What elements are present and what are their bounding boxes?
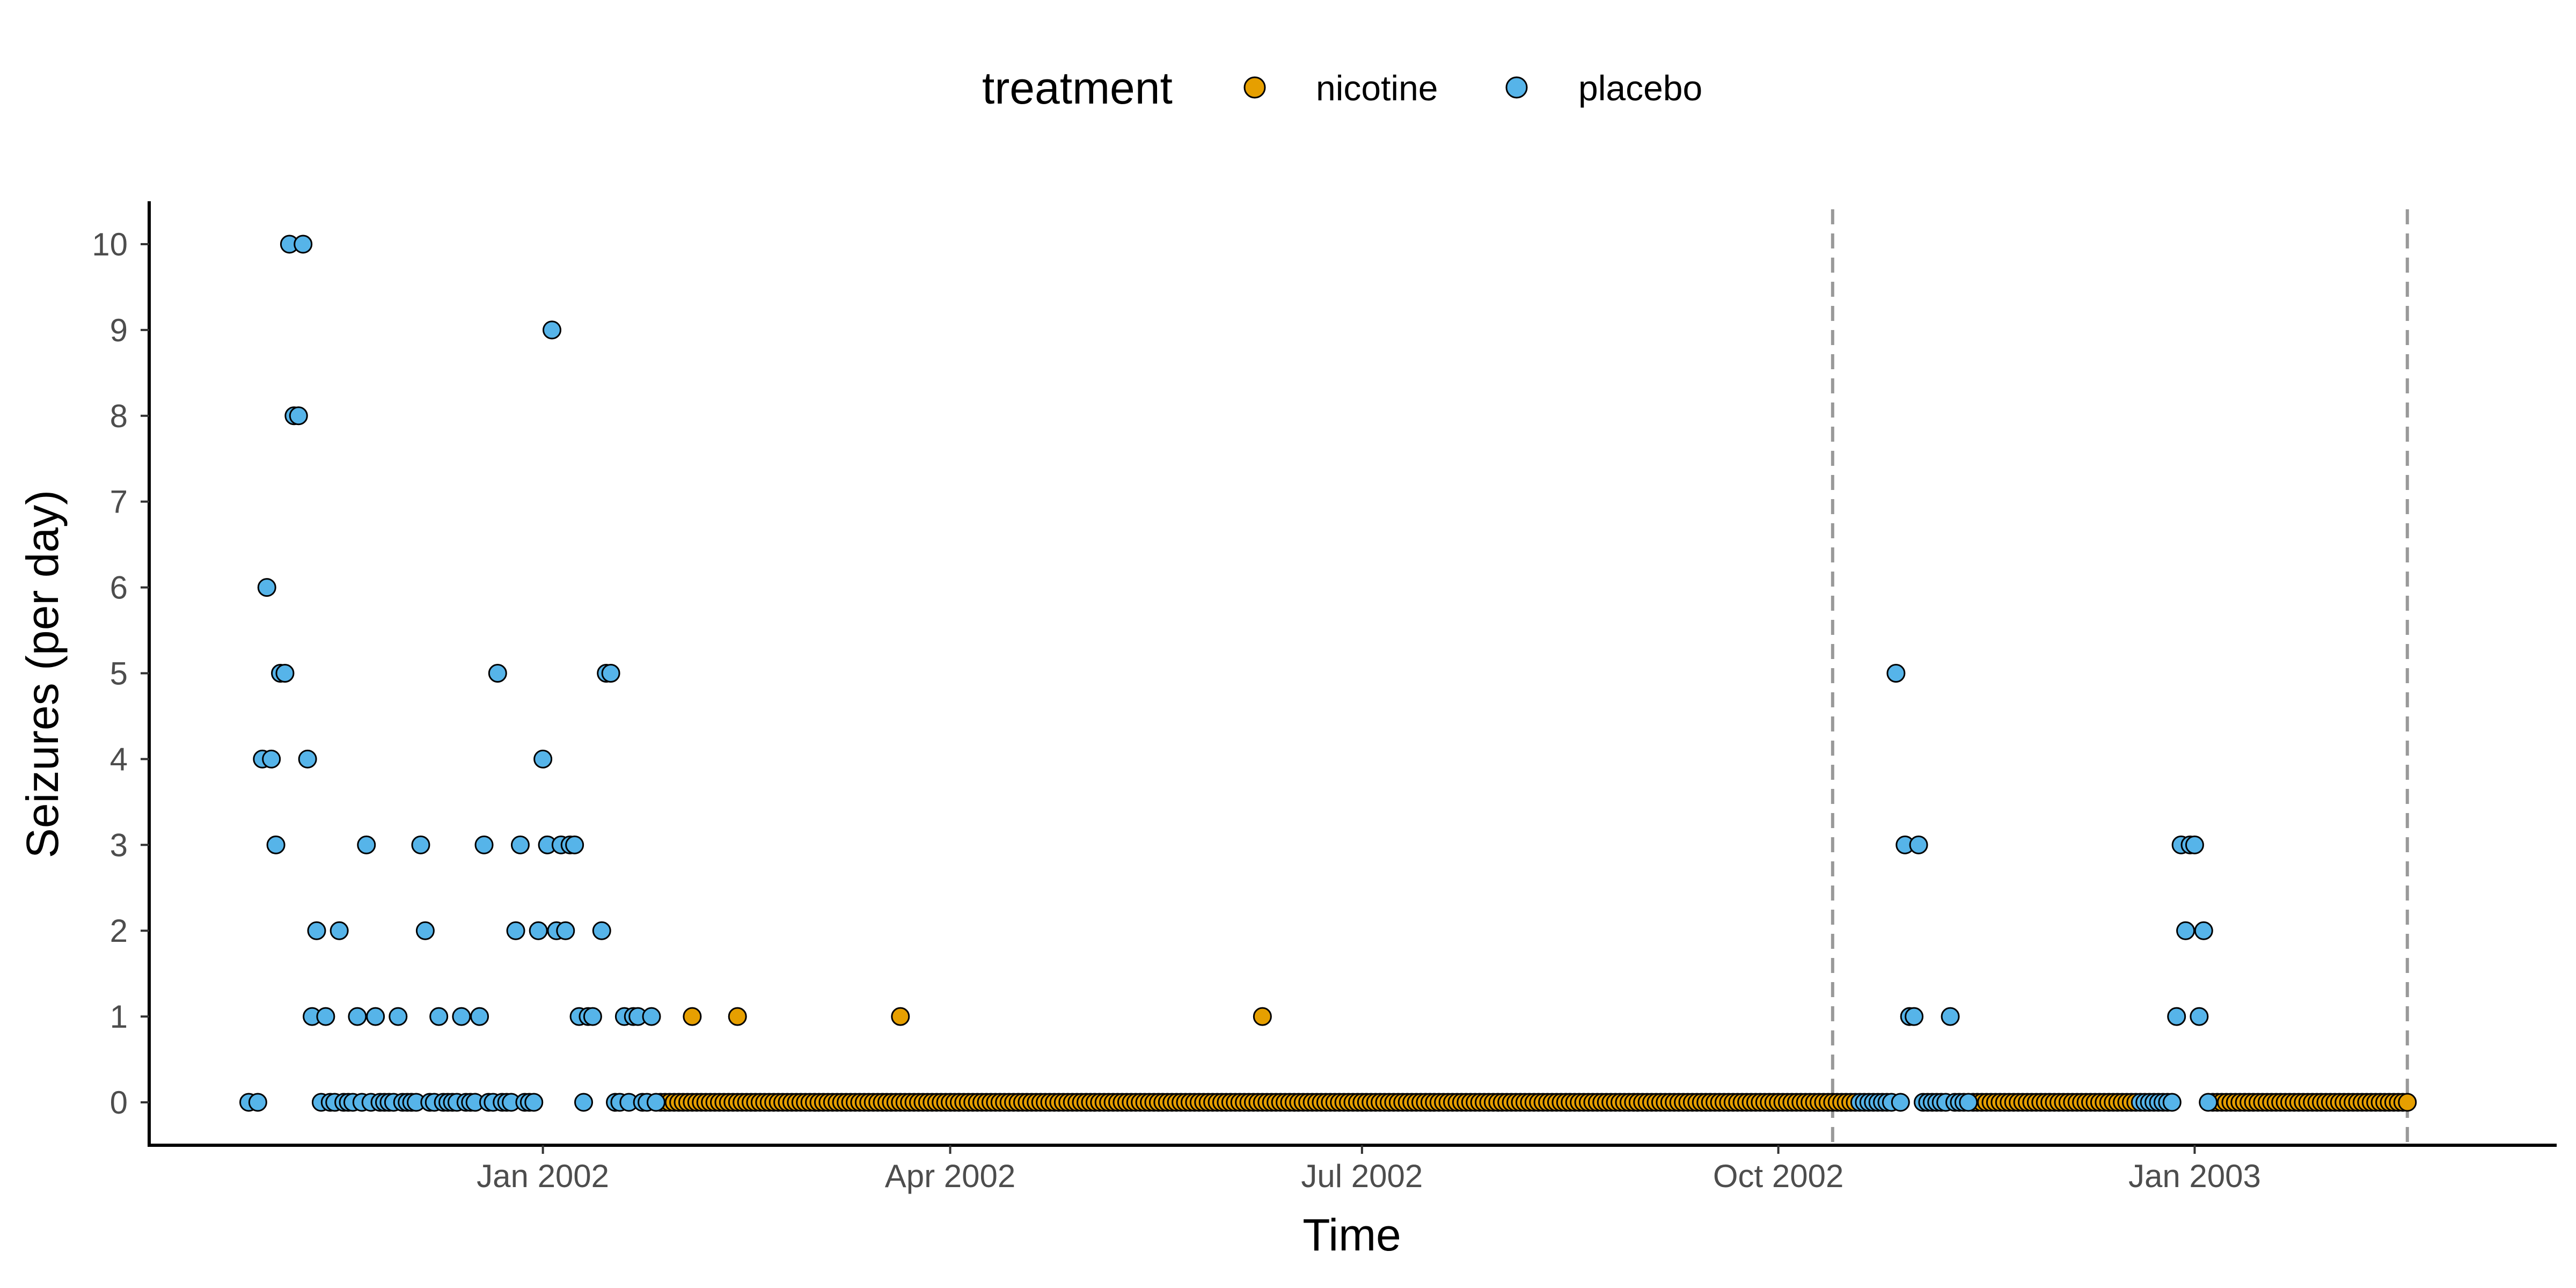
data-point-nicotine (728, 1007, 747, 1026)
plot-area: 0 1 2 3 4 5 6 7 8 9 10 Jan 2002 Apr 2002 Jul 2002 Oct… (92, 201, 2557, 1194)
data-point-placebo (2199, 1093, 2218, 1112)
data-point-placebo (1886, 664, 1906, 683)
data-point-placebo (307, 921, 326, 940)
data-point-placebo (316, 1007, 335, 1026)
data-point-placebo (2176, 921, 2196, 940)
data-point-placebo (510, 835, 530, 854)
data-point-placebo (642, 1007, 661, 1026)
data-point-placebo (357, 835, 376, 854)
data-point-placebo (262, 749, 281, 769)
data-point-nicotine (2398, 1093, 2417, 1112)
data-point-placebo (289, 406, 308, 426)
data-point-placebo (257, 578, 276, 597)
data-point-placebo (1941, 1007, 1960, 1026)
x-tick-label: Jan 2003 (2128, 1158, 2261, 1194)
y-tick-label: 7 (110, 484, 128, 520)
y-tick-label: 10 (92, 226, 128, 262)
data-point-placebo (348, 1007, 367, 1026)
data-point-placebo (524, 1093, 544, 1112)
data-point-placebo (646, 1093, 665, 1112)
data-point-placebo (2194, 921, 2213, 940)
legend-swatch-nicotine (1243, 76, 1266, 99)
y-tick-label: 2 (110, 913, 128, 949)
data-point-placebo (583, 1007, 602, 1026)
data-point-placebo (529, 921, 548, 940)
data-point-placebo (1891, 1093, 1910, 1112)
data-point-placebo (2185, 835, 2204, 854)
y-tick-label: 0 (110, 1085, 128, 1121)
x-tick-label: Apr 2002 (885, 1158, 1016, 1194)
y-axis-ticks: 0 1 2 3 4 5 6 7 8 9 10 (92, 226, 149, 1121)
data-point-placebo (389, 1007, 408, 1026)
legend: treatment nicotine placebo (982, 63, 1702, 113)
data-point-nicotine (1253, 1007, 1272, 1026)
data-point-placebo (411, 835, 430, 854)
y-tick-label: 5 (110, 656, 128, 692)
data-point-placebo (474, 835, 494, 854)
data-point-placebo (366, 1007, 385, 1026)
x-tick-label: Jul 2002 (1301, 1158, 1423, 1194)
data-point-placebo (2190, 1007, 2209, 1026)
data-point-placebo (266, 835, 286, 854)
data-point-placebo (565, 835, 584, 854)
data-point-placebo (1905, 1007, 1924, 1026)
data-point-placebo (2162, 1093, 2182, 1112)
legend-swatch-placebo (1505, 76, 1528, 99)
legend-title: treatment (982, 63, 1173, 113)
data-point-placebo (542, 320, 561, 340)
data-point-placebo (452, 1007, 471, 1026)
data-point-placebo (601, 664, 620, 683)
data-point-placebo (429, 1007, 449, 1026)
y-tick-label: 3 (110, 827, 128, 863)
y-tick-label: 9 (110, 312, 128, 348)
data-point-nicotine (683, 1007, 702, 1026)
x-tick-label: Jan 2002 (477, 1158, 609, 1194)
data-point-placebo (533, 749, 553, 769)
data-point-placebo (556, 921, 575, 940)
y-tick-label: 1 (110, 999, 128, 1035)
data-point-placebo (574, 1093, 594, 1112)
x-axis-title: Time (1302, 1210, 1401, 1260)
data-point-placebo (275, 664, 295, 683)
legend-label-placebo: placebo (1578, 68, 1702, 108)
data-point-placebo (470, 1007, 489, 1026)
y-tick-label: 6 (110, 570, 128, 606)
data-point-placebo (1959, 1093, 1978, 1112)
data-point-placebo (488, 664, 507, 683)
reference-lines (1831, 209, 2409, 1145)
y-tick-label: 8 (110, 398, 128, 434)
data-point-placebo (248, 1093, 267, 1112)
y-tick-label: 4 (110, 741, 128, 777)
x-axis-ticks: Jan 2002 Apr 2002 Jul 2002 Oct 2002 Jan 2003 (477, 1145, 2261, 1194)
data-point-placebo (2167, 1007, 2186, 1026)
data-point-placebo (415, 921, 435, 940)
x-tick-label: Oct 2002 (1713, 1158, 1844, 1194)
data-point-placebo (592, 921, 611, 940)
data-point-placebo (294, 235, 313, 254)
legend-label-nicotine: nicotine (1316, 68, 1438, 108)
data-point-placebo (298, 749, 317, 769)
data-point-placebo (1909, 835, 1928, 854)
data-points (239, 235, 2417, 1112)
y-axis-title: Seizures (per day) (17, 490, 68, 858)
data-point-nicotine (891, 1007, 910, 1026)
data-point-placebo (506, 921, 525, 940)
data-point-placebo (330, 921, 349, 940)
